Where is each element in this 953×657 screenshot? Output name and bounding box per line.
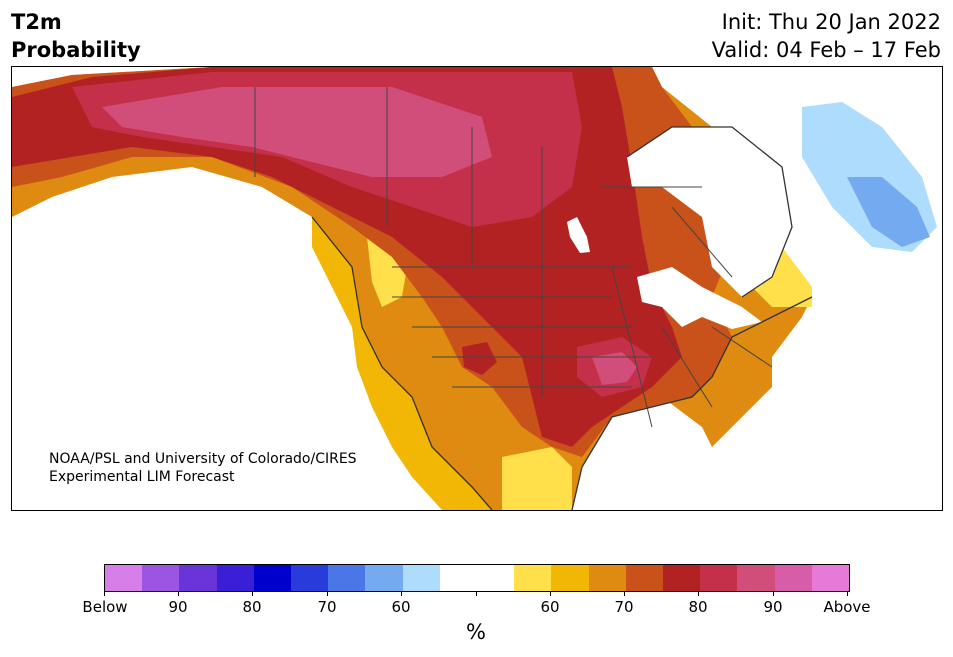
cb-below-extreme xyxy=(105,565,143,591)
map-title: T2m Probability xyxy=(11,8,141,64)
cb-above-95 xyxy=(774,565,812,591)
cb-label-above-80: 80 xyxy=(688,598,708,616)
lake-winnipeg xyxy=(567,217,590,253)
cb-above-75 xyxy=(625,565,664,591)
colorbar-unit: % xyxy=(466,620,486,644)
cb-tick xyxy=(104,591,105,596)
colorbar xyxy=(104,564,850,592)
variable-label: T2m xyxy=(11,10,62,34)
cb-label-below-80: 80 xyxy=(242,598,262,616)
credit-line-1: NOAA/PSL and University of Colorado/CIRE… xyxy=(49,451,357,467)
kind-label: Probability xyxy=(11,38,141,62)
prob-below-65 xyxy=(847,177,930,247)
cb-label-below-70: 70 xyxy=(317,598,337,616)
cb-below-75 xyxy=(291,565,329,591)
cb-tick xyxy=(698,591,699,596)
credit-text: NOAA/PSL and University of Colorado/CIRE… xyxy=(49,450,357,486)
cb-label-above: Above xyxy=(823,598,871,616)
cb-above-85 xyxy=(700,565,738,591)
cb-below-60 xyxy=(402,565,440,591)
cb-label-below-90: 90 xyxy=(168,598,188,616)
prob-region-80-southwest xyxy=(462,342,497,375)
hudson-bay xyxy=(627,127,792,297)
prob-region-90-south xyxy=(592,352,637,385)
cb-label-above-60: 60 xyxy=(540,598,560,616)
cb-tick xyxy=(476,591,477,596)
cb-below-80 xyxy=(253,565,292,591)
cb-below-90 xyxy=(179,565,217,591)
cb-tick xyxy=(847,591,848,596)
cb-tick xyxy=(252,591,253,596)
cb-label-below-60: 60 xyxy=(391,598,411,616)
cb-above-extreme xyxy=(811,565,850,591)
map-svg xyxy=(12,67,942,510)
boundaries xyxy=(254,87,773,428)
cb-below-95 xyxy=(142,565,180,591)
cb-label-above-70: 70 xyxy=(614,598,634,616)
cb-above-80 xyxy=(663,565,701,591)
init-date: Init: Thu 20 Jan 2022 xyxy=(721,10,941,34)
prob-region-90 xyxy=(102,87,492,177)
cb-label-below: Below xyxy=(82,598,128,616)
cb-tick xyxy=(327,591,328,596)
prob-region-60-mexico xyxy=(502,447,572,510)
credit-line-2: Experimental LIM Forecast xyxy=(49,469,235,485)
cb-tick xyxy=(178,591,179,596)
valid-dates: Valid: 04 Feb – 17 Feb xyxy=(711,38,941,62)
cb-below-70 xyxy=(328,565,366,591)
cb-tick xyxy=(773,591,774,596)
cb-below-65 xyxy=(365,565,403,591)
cb-below-85 xyxy=(216,565,254,591)
cb-above-65 xyxy=(551,565,589,591)
forecast-dates: Init: Thu 20 Jan 2022 Valid: 04 Feb – 17… xyxy=(712,8,941,64)
prob-region-60-west xyxy=(312,217,492,510)
cb-label-above-90: 90 xyxy=(763,598,783,616)
cb-above-60 xyxy=(514,565,552,591)
cb-tick xyxy=(624,591,625,596)
coastlines xyxy=(311,126,813,510)
arctic-white xyxy=(772,67,942,127)
cb-above-90 xyxy=(737,565,775,591)
cb-tick xyxy=(401,591,402,596)
cb-tick xyxy=(550,591,551,596)
cb-above-70 xyxy=(588,565,626,591)
probability-map xyxy=(11,66,943,511)
great-lakes xyxy=(637,267,762,329)
cb-neutral xyxy=(439,565,515,591)
